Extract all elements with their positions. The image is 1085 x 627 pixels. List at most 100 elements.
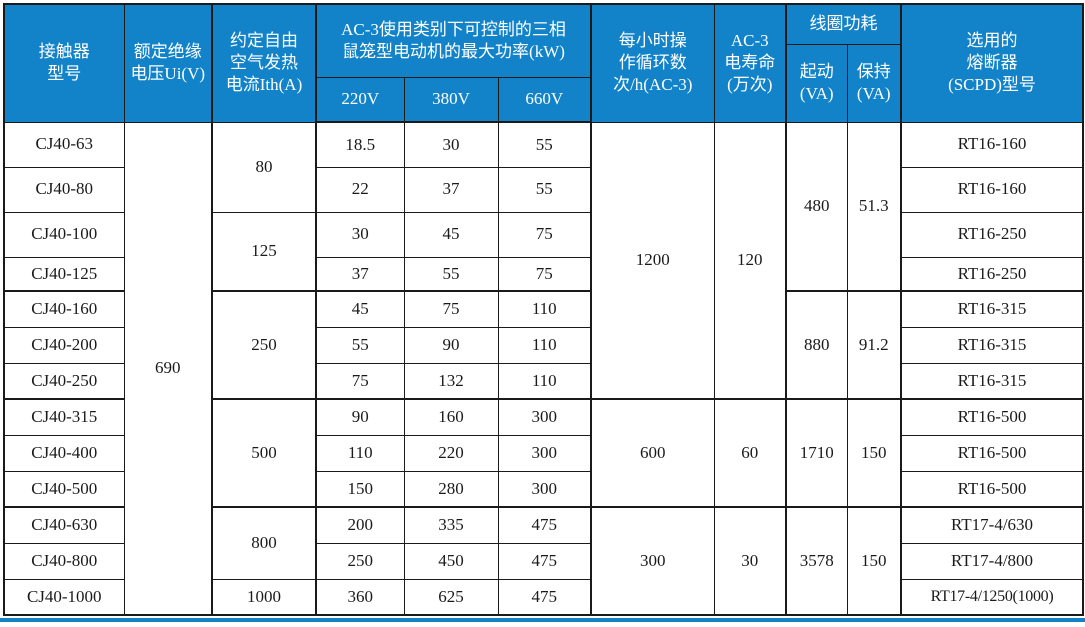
cell-fuse: RT17-4/800 bbox=[900, 542, 1084, 580]
cell-ith: 80 bbox=[211, 121, 317, 213]
cell-kw-220: 75 bbox=[315, 362, 405, 400]
header-coil-hold: 保持 (VA) bbox=[846, 43, 902, 123]
cell-coil-hold: 91.2 bbox=[846, 290, 902, 400]
table-row: CJ40-500 150 280 300 RT16-500 bbox=[3, 470, 1084, 508]
cell-kw-380: 55 bbox=[403, 256, 499, 292]
cell-cycles: 300 bbox=[590, 506, 715, 616]
cell-kw-660: 110 bbox=[497, 290, 592, 328]
cell-kw-220: 110 bbox=[315, 434, 405, 472]
header-ui: 额定绝缘 电压Ui(V) bbox=[123, 3, 213, 123]
cell-fuse: RT16-500 bbox=[900, 398, 1084, 436]
cell-kw-660: 300 bbox=[497, 470, 592, 508]
cell-kw-220: 37 bbox=[315, 256, 405, 292]
table-row: CJ40-160 250 45 75 110 880 91.2 RT16-315 bbox=[3, 290, 1084, 400]
cell-model: CJ40-200 bbox=[3, 326, 125, 364]
cell-kw-660: 110 bbox=[497, 362, 592, 400]
cell-kw-660: 75 bbox=[497, 256, 592, 292]
cell-ith: 250 bbox=[211, 290, 317, 400]
cell-coil-start: 480 bbox=[785, 121, 848, 292]
cell-fuse: RT16-500 bbox=[900, 470, 1084, 508]
cell-kw-380: 45 bbox=[403, 211, 499, 258]
table-row: CJ40-63 690 80 18.5 30 55 1200 120 480 5… bbox=[3, 121, 1084, 616]
cell-kw-380: 160 bbox=[403, 398, 499, 436]
table-row: CJ40-400 110 220 300 RT16-500 bbox=[3, 434, 1084, 472]
header-model: 接触器 型号 bbox=[3, 3, 125, 123]
cell-kw-220: 30 bbox=[315, 211, 405, 258]
cell-ith: 125 bbox=[211, 211, 317, 292]
cell-kw-660: 300 bbox=[497, 434, 592, 472]
table-row: CJ40-250 75 132 110 RT16-315 bbox=[3, 362, 1084, 400]
cell-fuse: RT16-160 bbox=[900, 121, 1084, 168]
cell-kw-220: 18.5 bbox=[315, 121, 405, 168]
cell-kw-660: 475 bbox=[497, 578, 592, 616]
cell-fuse: RT16-500 bbox=[900, 434, 1084, 472]
cell-model: CJ40-315 bbox=[3, 398, 125, 436]
header-cycles: 每小时操 作循环数 次/h(AC-3) bbox=[590, 3, 715, 123]
cell-kw-380: 75 bbox=[403, 290, 499, 328]
cell-kw-220: 55 bbox=[315, 326, 405, 364]
table-body: CJ40-63 690 80 18.5 30 55 1200 120 480 5… bbox=[3, 121, 1084, 616]
cell-kw-380: 90 bbox=[403, 326, 499, 364]
cell-kw-660: 110 bbox=[497, 326, 592, 364]
cell-kw-380: 37 bbox=[403, 166, 499, 213]
cell-cycles: 1200 bbox=[590, 121, 715, 400]
cell-ui: 690 bbox=[123, 121, 213, 616]
cell-kw-220: 22 bbox=[315, 166, 405, 213]
cell-model: CJ40-80 bbox=[3, 166, 125, 213]
cell-life: 30 bbox=[713, 506, 787, 616]
cell-model: CJ40-1000 bbox=[3, 578, 125, 616]
cell-fuse: RT16-160 bbox=[900, 166, 1084, 213]
cell-kw-380: 335 bbox=[403, 506, 499, 544]
cell-coil-hold: 51.3 bbox=[846, 121, 902, 292]
cell-kw-220: 90 bbox=[315, 398, 405, 436]
cell-kw-660: 75 bbox=[497, 211, 592, 258]
cell-fuse: RT16-315 bbox=[900, 290, 1084, 328]
cell-coil-start: 3578 bbox=[785, 506, 848, 616]
cell-ith: 800 bbox=[211, 506, 317, 580]
table-row: CJ40-1000 1000 360 625 475 RT17-4/1250(1… bbox=[3, 578, 1084, 616]
cell-kw-660: 55 bbox=[497, 121, 592, 168]
cell-fuse: RT16-250 bbox=[900, 211, 1084, 258]
cell-model: CJ40-500 bbox=[3, 470, 125, 508]
cell-kw-380: 132 bbox=[403, 362, 499, 400]
cell-life: 120 bbox=[713, 121, 787, 400]
cell-kw-220: 45 bbox=[315, 290, 405, 328]
header-kw-group: AC-3使用类别下可控制的三相 鼠笼型电动机的最大功率(kW) bbox=[315, 3, 592, 78]
cell-model: CJ40-160 bbox=[3, 290, 125, 328]
cell-life: 60 bbox=[713, 398, 787, 508]
header-fuse: 选用的 熔断器 (SCPD)型号 bbox=[900, 3, 1084, 123]
cell-kw-220: 360 bbox=[315, 578, 405, 616]
cell-kw-380: 450 bbox=[403, 542, 499, 580]
cell-fuse: RT16-315 bbox=[900, 362, 1084, 400]
cell-kw-220: 150 bbox=[315, 470, 405, 508]
cell-kw-220: 250 bbox=[315, 542, 405, 580]
header-kw-220: 220V bbox=[315, 76, 405, 123]
cell-model: CJ40-630 bbox=[3, 506, 125, 544]
cell-model: CJ40-250 bbox=[3, 362, 125, 400]
bottom-accent-bar bbox=[0, 618, 1085, 622]
header-life: AC-3 电寿命 (万次) bbox=[713, 3, 787, 123]
cell-coil-start: 880 bbox=[785, 290, 848, 400]
cell-kw-380: 280 bbox=[403, 470, 499, 508]
cell-fuse: RT16-250 bbox=[900, 256, 1084, 292]
cell-kw-220: 200 bbox=[315, 506, 405, 544]
cell-ith: 1000 bbox=[211, 578, 317, 616]
header-coil-start: 起动 (VA) bbox=[785, 43, 848, 123]
cell-fuse: RT17-4/630 bbox=[900, 506, 1084, 544]
header-kw-660: 660V bbox=[497, 76, 592, 123]
cell-cycles: 600 bbox=[590, 398, 715, 508]
cell-fuse: RT16-315 bbox=[900, 326, 1084, 364]
cell-kw-380: 30 bbox=[403, 121, 499, 168]
header-kw-380: 380V bbox=[403, 76, 499, 123]
cell-kw-660: 55 bbox=[497, 166, 592, 213]
table-header: 接触器 型号 额定绝缘 电压Ui(V) 约定自由 空气发热 电流Ith(A) A… bbox=[3, 3, 1084, 123]
cell-kw-660: 475 bbox=[497, 506, 592, 544]
header-ith: 约定自由 空气发热 电流Ith(A) bbox=[211, 3, 317, 123]
cell-kw-380: 625 bbox=[403, 578, 499, 616]
table-row: CJ40-200 55 90 110 RT16-315 bbox=[3, 326, 1084, 364]
cell-model: CJ40-100 bbox=[3, 211, 125, 258]
table-row: CJ40-125 37 55 75 RT16-250 bbox=[3, 256, 1084, 292]
contactor-spec-table: 接触器 型号 额定绝缘 电压Ui(V) 约定自由 空气发热 电流Ith(A) A… bbox=[3, 3, 1084, 616]
cell-kw-660: 300 bbox=[497, 398, 592, 436]
